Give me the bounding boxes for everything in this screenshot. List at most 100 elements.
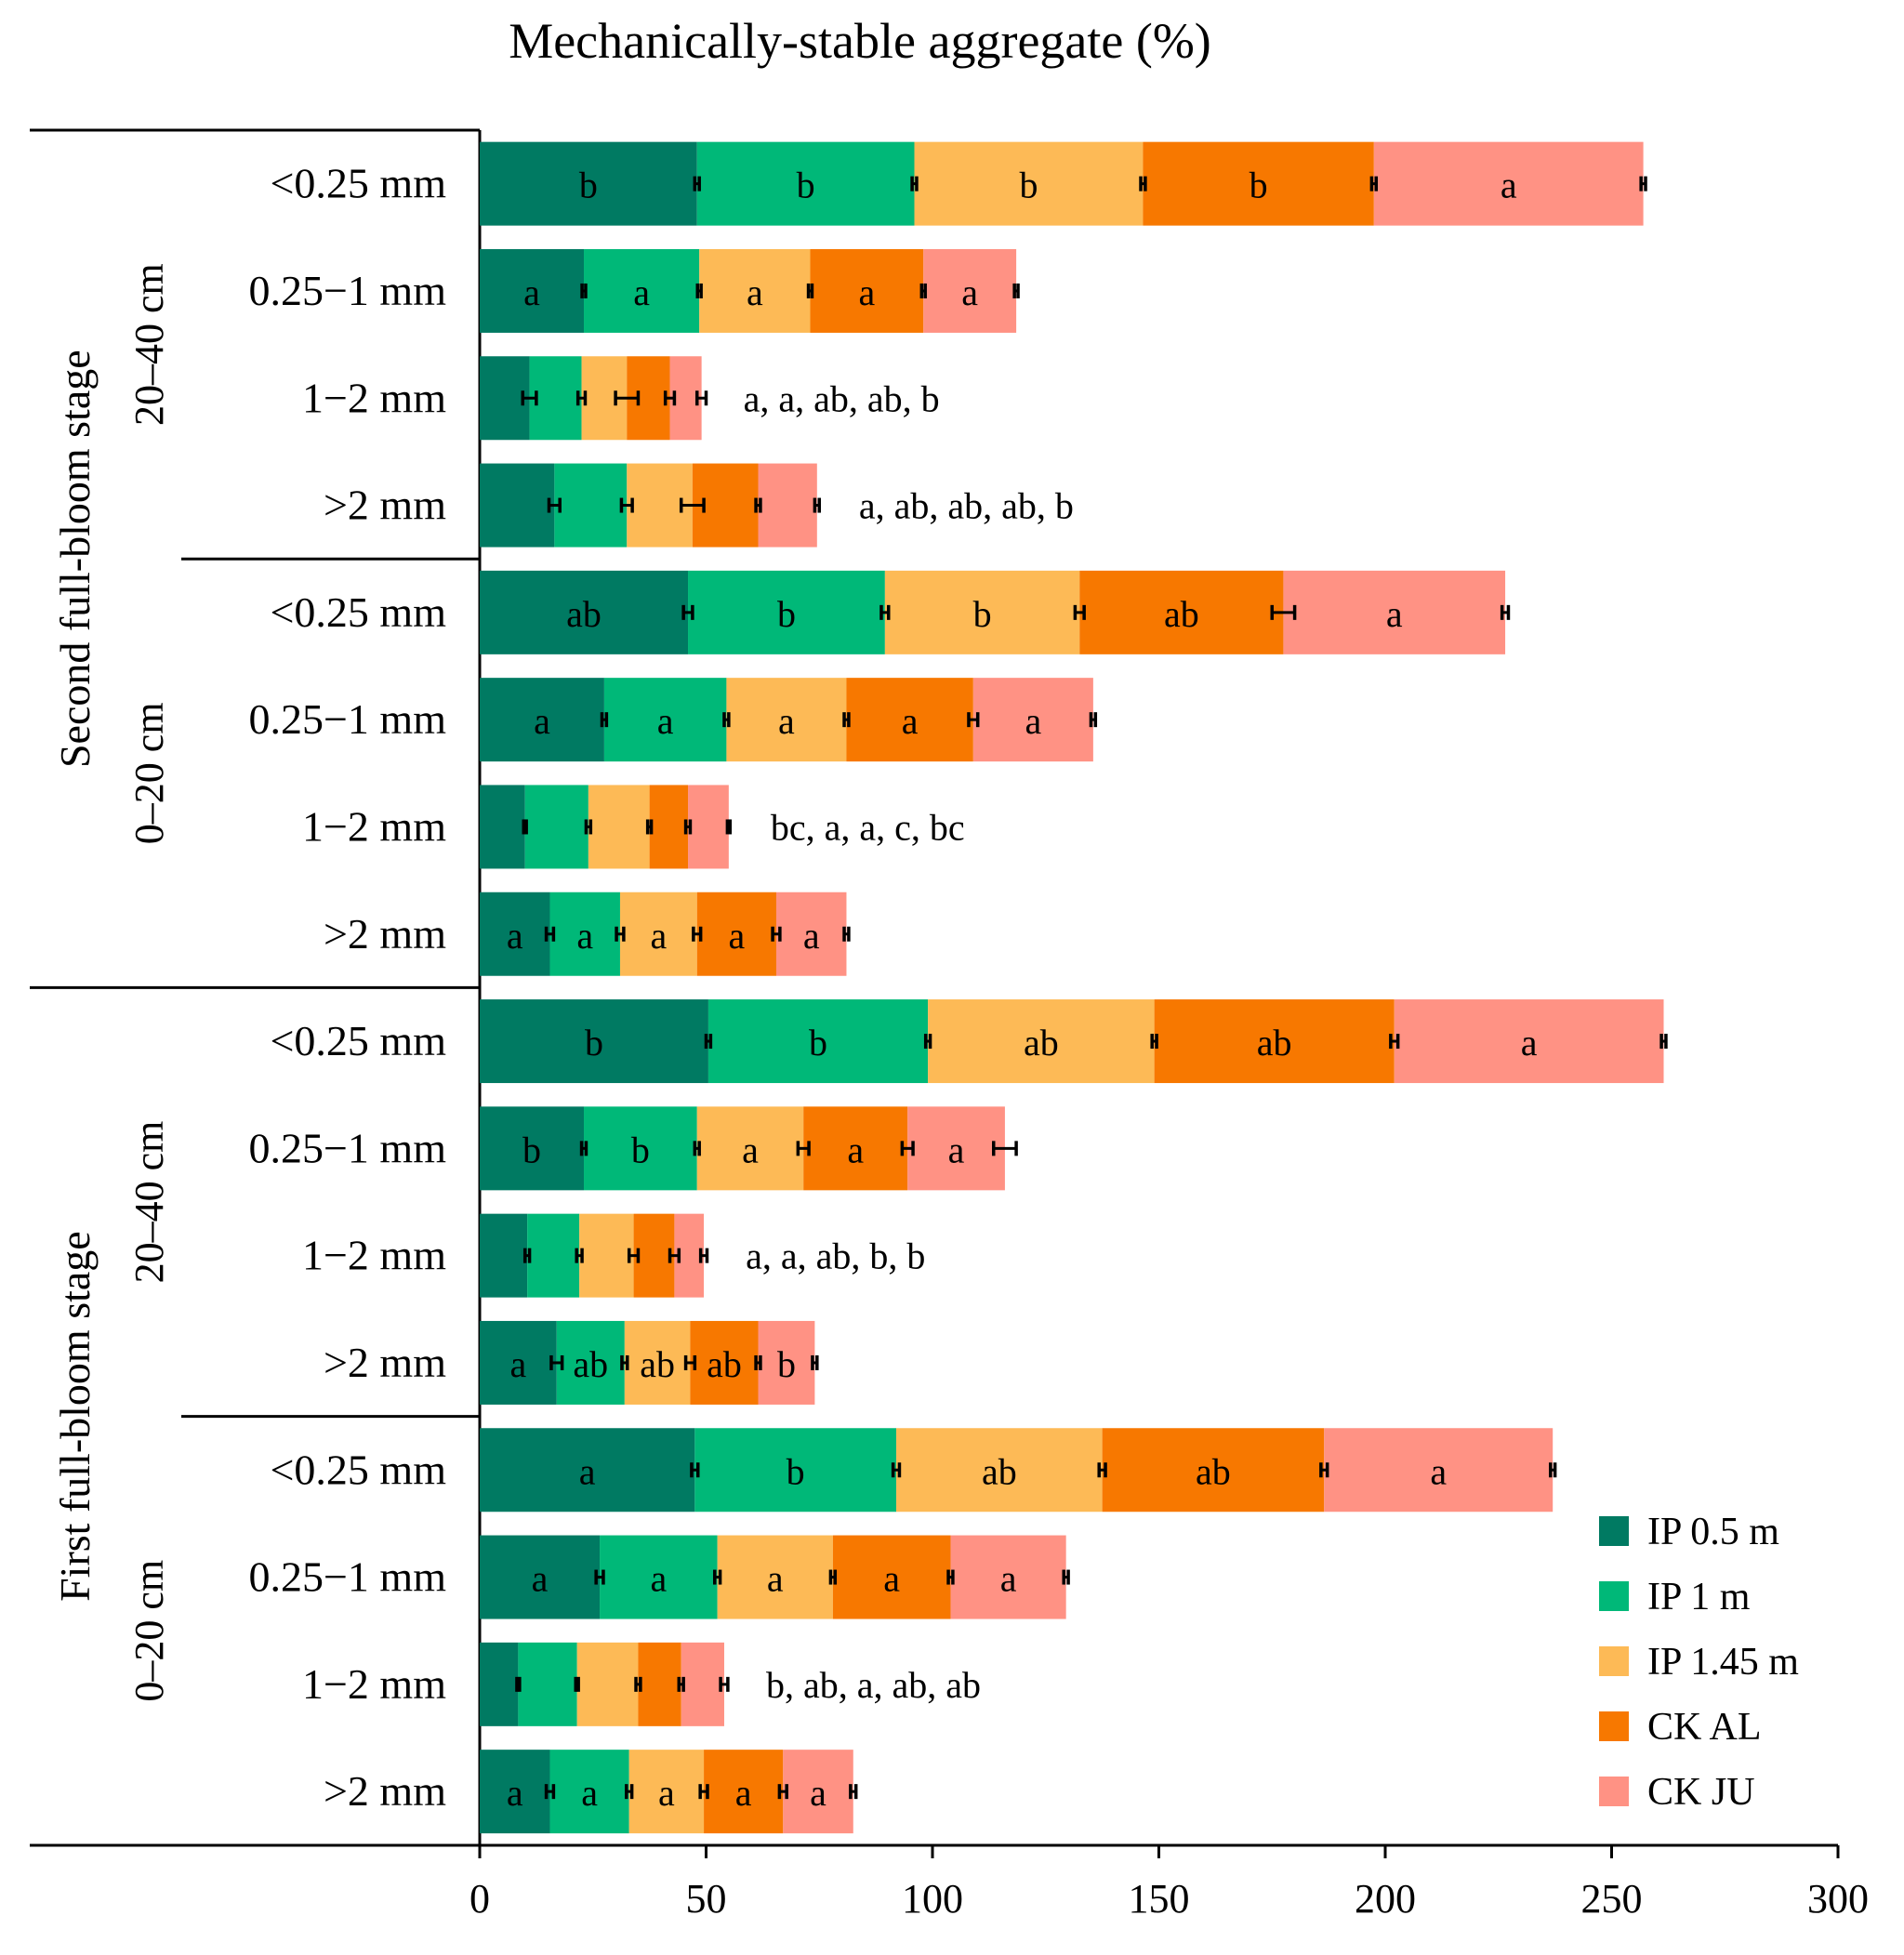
bar-segment xyxy=(810,248,924,333)
segment-label: a xyxy=(961,271,978,313)
x-tick-label: 150 xyxy=(1129,1876,1190,1922)
segment-label: b xyxy=(777,593,796,635)
segment-label: a xyxy=(658,1772,675,1814)
bar-segment xyxy=(638,1642,681,1726)
bar-segment xyxy=(480,1428,695,1512)
bar-segment xyxy=(972,678,1093,762)
category-label: <0.25 mm xyxy=(270,588,446,636)
error-bar xyxy=(522,1248,532,1263)
x-tick-label: 50 xyxy=(686,1876,727,1922)
segment-label: a xyxy=(1025,700,1041,742)
bar-segment xyxy=(527,1213,580,1298)
legend-swatch xyxy=(1599,1777,1629,1806)
error-bar xyxy=(645,819,654,835)
category-label: 1−2 mm xyxy=(302,374,446,421)
error-bar xyxy=(522,819,528,835)
error-bar xyxy=(842,712,851,728)
error-bar xyxy=(614,390,641,406)
segment-label: b xyxy=(585,1022,603,1063)
bar-segment xyxy=(846,678,973,762)
bar-segment xyxy=(896,1428,1103,1512)
segment-label: a xyxy=(1521,1022,1538,1063)
bar-segment xyxy=(480,1213,528,1298)
x-tick-label: 200 xyxy=(1355,1876,1416,1922)
category-label: <0.25 mm xyxy=(270,1446,446,1493)
segment-label: a xyxy=(728,915,745,957)
category-label: 1−2 mm xyxy=(302,1232,446,1279)
segment-label: ab xyxy=(1196,1450,1231,1492)
bar-segment xyxy=(1324,1428,1554,1512)
error-bar xyxy=(1139,176,1147,192)
x-tick-label: 100 xyxy=(902,1876,963,1922)
error-bar xyxy=(842,926,851,942)
x-tick-label: 300 xyxy=(1807,1876,1869,1922)
category-label: 0.25−1 mm xyxy=(248,695,446,743)
error-bar xyxy=(991,1141,1018,1156)
bar-segment xyxy=(549,892,620,976)
category-label: 1−2 mm xyxy=(302,1660,446,1708)
bar-segment xyxy=(783,1750,853,1834)
segment-label: b xyxy=(797,165,815,206)
bar-segment xyxy=(619,892,697,976)
error-bar xyxy=(722,712,731,728)
segment-label: a xyxy=(1000,1558,1017,1600)
error-bar xyxy=(698,1248,709,1263)
bar-segment xyxy=(1373,141,1644,226)
significance-summary: a, ab, ab, ab, b xyxy=(859,485,1074,527)
bar-segment xyxy=(524,785,588,869)
significance-summary: a, a, ab, ab, b xyxy=(744,377,940,419)
segment-label: a xyxy=(1430,1450,1447,1492)
segment-label: ab xyxy=(707,1343,742,1385)
bar-segment xyxy=(704,1750,784,1834)
bar-segment xyxy=(884,570,1080,654)
error-bar xyxy=(777,1784,788,1800)
error-bar xyxy=(521,390,538,406)
x-tick-label: 250 xyxy=(1581,1876,1643,1922)
bar-segment xyxy=(480,141,697,226)
error-bar xyxy=(704,1034,713,1050)
error-bar xyxy=(813,497,821,513)
bar-segment xyxy=(480,570,689,654)
legend-label: CK AL xyxy=(1647,1706,1762,1749)
error-bar xyxy=(663,390,677,406)
bar-segment xyxy=(576,1642,639,1726)
error-bar xyxy=(900,1141,915,1156)
x-tick-label: 0 xyxy=(469,1876,490,1922)
bar-segment xyxy=(1143,141,1374,226)
bar-segment xyxy=(480,892,550,976)
segment-label: b xyxy=(579,165,598,206)
bar-segment xyxy=(758,463,817,548)
segment-label: b xyxy=(973,593,992,635)
error-bar xyxy=(811,1354,819,1370)
error-bar xyxy=(1369,176,1379,192)
bar-segment xyxy=(480,999,708,1084)
error-bar xyxy=(771,926,782,942)
bar-segment xyxy=(1154,999,1395,1084)
bar-segment xyxy=(480,1106,585,1191)
depth-label: 20–40 cm xyxy=(126,1121,172,1284)
error-bar xyxy=(619,497,634,513)
segment-label: ab xyxy=(1024,1022,1059,1063)
bar-segment xyxy=(480,248,585,333)
bar-segment xyxy=(758,1320,815,1405)
error-bar xyxy=(919,283,927,298)
error-bar xyxy=(693,1141,701,1156)
error-bar xyxy=(575,1248,584,1263)
error-bar xyxy=(1639,176,1647,192)
error-bar xyxy=(1549,1462,1557,1478)
error-bar xyxy=(574,1676,580,1692)
bar-segment xyxy=(584,1106,697,1191)
legend-swatch xyxy=(1599,1581,1629,1611)
category-label: >2 mm xyxy=(324,910,446,958)
segment-label: a xyxy=(948,1129,965,1170)
bar-segment xyxy=(480,1642,519,1726)
error-bar xyxy=(910,176,919,192)
error-bar xyxy=(967,712,980,728)
group-labels: 20–40 cm 0–20 cm 20–40 cm 0–20 cm Second ful… xyxy=(51,263,172,1701)
segment-label: a xyxy=(1501,165,1517,206)
category-label: 0.25−1 mm xyxy=(248,1553,446,1601)
segment-label: ab xyxy=(1164,593,1199,635)
bar-segment xyxy=(518,1642,577,1726)
segment-label: a xyxy=(523,271,540,313)
bar-segment xyxy=(832,1535,951,1619)
